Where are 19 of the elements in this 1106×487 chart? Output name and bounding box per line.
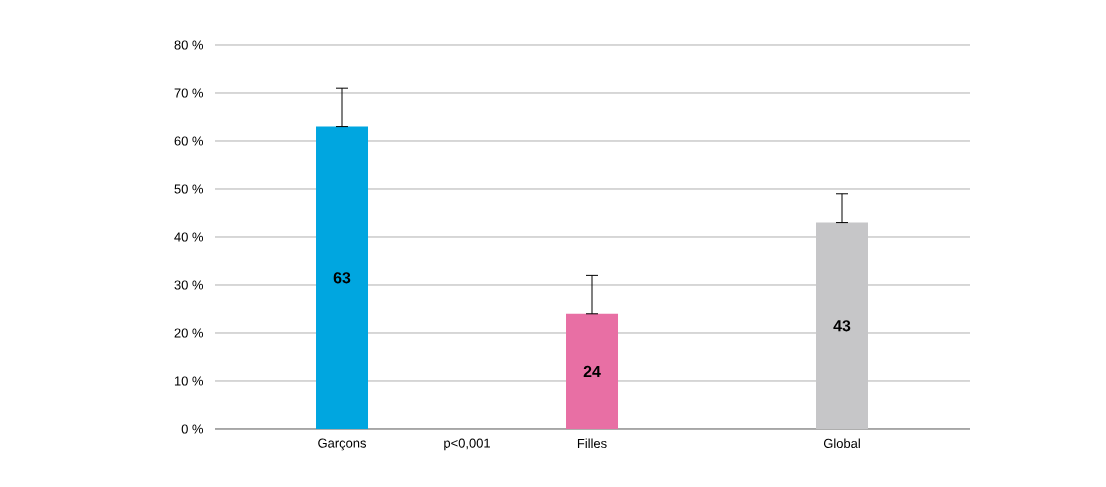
y-tick-label: 60 % (174, 136, 204, 146)
y-tick-label: 50 % (174, 184, 204, 194)
bar (316, 126, 369, 429)
x-tick-label: Filles (577, 438, 607, 449)
x-tick-label: Garçons (318, 438, 367, 451)
y-tick-label: 30 % (174, 280, 204, 290)
y-tick-label: 40 % (174, 232, 204, 242)
text: p<0,001 (444, 438, 490, 451)
y-tick-label: 70 % (174, 88, 204, 98)
bar (816, 222, 869, 429)
y-tick-label: 20 % (174, 328, 204, 338)
y-tick-label: 0 % (181, 424, 204, 434)
y-tick-label: 80 % (174, 40, 204, 50)
data-label: 63 (333, 272, 351, 284)
y-tick-label: 10 % (174, 376, 204, 386)
data-label: 24 (583, 365, 601, 377)
x-tick-label: Global (823, 438, 860, 449)
bar (566, 313, 619, 429)
data-label: 43 (833, 320, 851, 332)
